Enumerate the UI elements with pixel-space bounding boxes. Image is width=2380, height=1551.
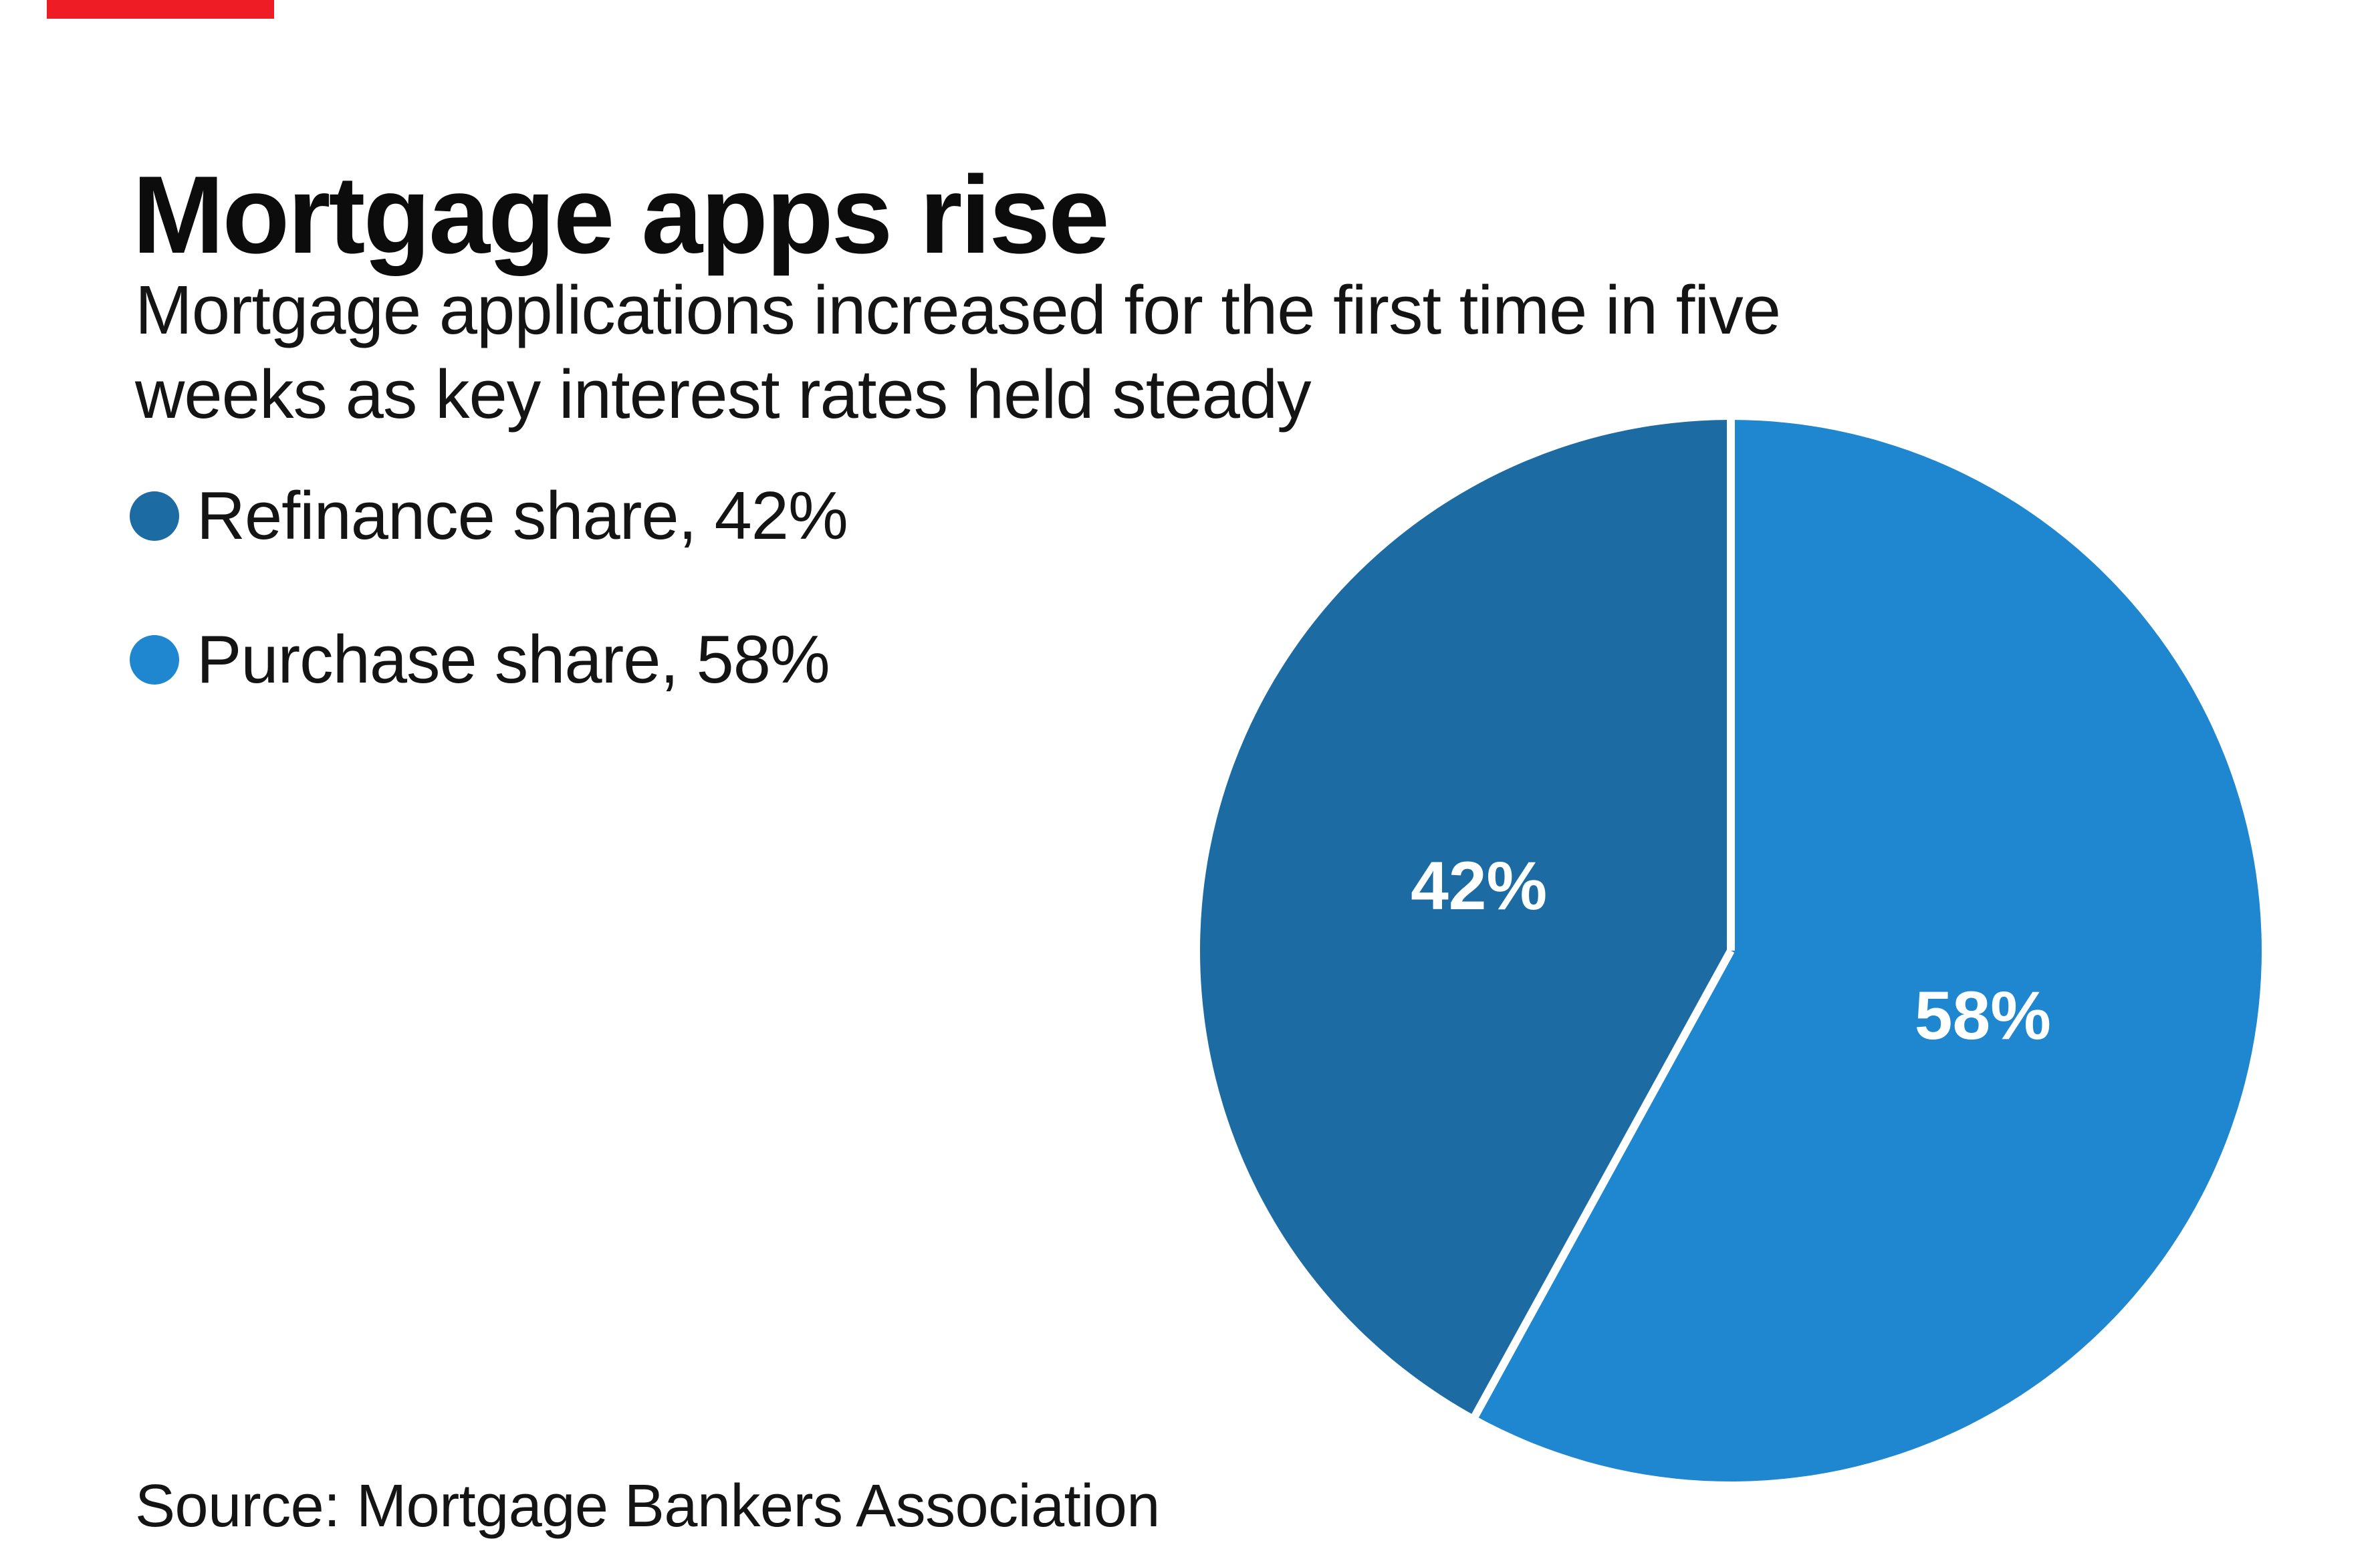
- legend: Refinance share, 42% Purchase share, 58%: [130, 476, 848, 763]
- pie-slice-value-label: 42%: [1411, 848, 1547, 924]
- pie-slice-purchase-share: [1475, 420, 2262, 1481]
- accent-bar: [47, 0, 274, 19]
- chart-title: Mortgage apps rise: [132, 152, 1110, 276]
- slice-divider-line: [1471, 949, 1735, 1418]
- legend-item-refinance: Refinance share, 42%: [130, 476, 848, 556]
- pie-chart-svg: 58% 42%: [1200, 419, 2262, 1481]
- legend-item-label: Purchase share, 58%: [197, 622, 830, 697]
- legend-dot-icon: [130, 635, 179, 685]
- source-line: Source: Mortgage Bankers Association: [135, 1473, 1160, 1540]
- pie-slice-refinance-share: [1200, 419, 1731, 1416]
- legend-item-label: Refinance share, 42%: [197, 478, 848, 554]
- pie-chart: 58% 42%: [1200, 419, 2262, 1481]
- legend-dot-icon: [130, 491, 179, 541]
- legend-item-purchase: Purchase share, 58%: [130, 620, 848, 700]
- pie-slice-value-label: 58%: [1915, 977, 2051, 1054]
- chart-subtitle: Mortgage applications increased for the …: [135, 271, 1781, 433]
